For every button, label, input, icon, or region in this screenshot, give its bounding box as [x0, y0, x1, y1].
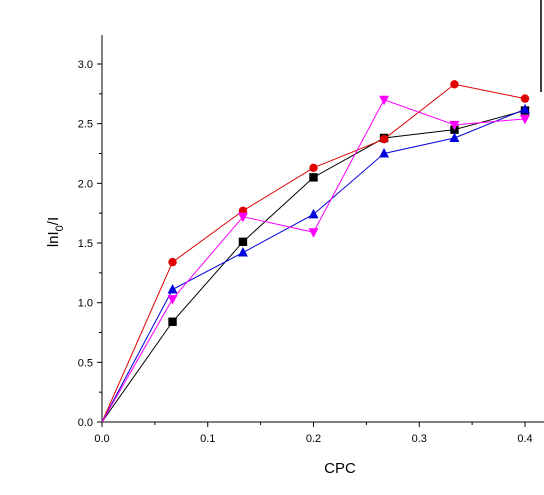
x-tick-label: 0.4: [517, 433, 532, 445]
axis-ticks: [97, 63, 526, 427]
plot-frame: [101, 0, 544, 423]
series-1: [101, 80, 530, 423]
x-tick-label: 0.0: [94, 433, 109, 445]
y-tick-label: 0.0: [78, 417, 93, 429]
data-point: [308, 228, 319, 238]
data-point: [379, 95, 390, 106]
tick-labels: 0.0 0.1 0.2 0.3 0.4 0.0 0.5 1.0 1.5 2.0 2.5 3.0: [78, 59, 533, 445]
data-point: [167, 295, 178, 305]
data-point: [520, 103, 530, 114]
y-tick-label: 1.5: [78, 238, 93, 250]
data-point: [309, 173, 318, 182]
data-point: [379, 134, 389, 144]
x-axis-label: CPC: [324, 460, 356, 477]
data-point: [237, 212, 248, 223]
series-layer: [101, 80, 530, 423]
series-line: [101, 110, 526, 423]
x-tick-label: 0.2: [306, 433, 321, 445]
data-point: [237, 247, 248, 257]
y-tick-label: 1.0: [78, 298, 93, 310]
y-tick-label: 2.0: [78, 178, 93, 190]
data-point: [520, 114, 530, 125]
y-tick-label: 3.0: [78, 59, 93, 71]
data-point: [309, 163, 318, 173]
data-point: [379, 148, 390, 158]
data-point: [308, 208, 319, 219]
series-3: [101, 95, 530, 423]
y-tick-label: 2.5: [78, 119, 93, 131]
series-line: [101, 99, 526, 423]
data-point: [168, 317, 177, 326]
y-tick-label: 0.5: [78, 357, 93, 369]
data-point: [520, 94, 530, 103]
x-tick-label: 0.1: [200, 433, 215, 445]
data-point: [168, 257, 177, 267]
series-2: [101, 103, 530, 423]
data-point: [238, 237, 248, 247]
x-tick-label: 0.3: [412, 433, 427, 445]
data-point: [449, 132, 460, 142]
data-point: [450, 80, 459, 89]
y-axis-label: lnI0/I: [45, 217, 66, 247]
data-point: [449, 120, 460, 131]
series-line: [101, 108, 526, 423]
series-0: [101, 106, 530, 423]
data-point: [167, 284, 178, 294]
